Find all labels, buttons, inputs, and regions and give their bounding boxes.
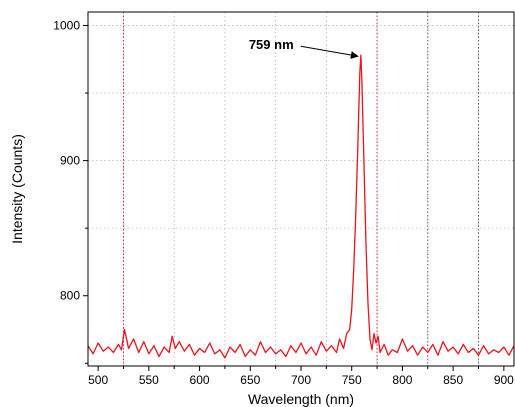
grid [88, 12, 514, 366]
x-tick-label: 750 [342, 373, 362, 387]
series-layer [87, 54, 515, 359]
x-tick-label: 500 [88, 373, 108, 387]
x-tick-label: 850 [443, 373, 463, 387]
y-tick-label: 900 [60, 154, 80, 168]
plot-frame [87, 11, 515, 367]
vertical-markers [123, 12, 479, 366]
y-axis-title: Intensity (Counts) [9, 134, 25, 244]
x-tick-label: 650 [240, 373, 260, 387]
x-tick-label: 700 [291, 373, 311, 387]
x-tick-label: 800 [392, 373, 412, 387]
x-tick-label: 550 [139, 373, 159, 387]
peak-annotation-label: 759 nm [249, 37, 294, 52]
series-line [87, 54, 515, 359]
ticks: 500 550 600 650 700 750 800 850 900 800 900 1000 [53, 19, 514, 387]
x-tick-label: 900 [494, 373, 514, 387]
x-tick-label: 600 [190, 373, 210, 387]
peak-annotation-arrow [300, 45, 359, 59]
x-axis-title: Wavelength (nm) [248, 391, 354, 407]
annotations: 759 nm [249, 37, 359, 59]
y-tick-label: 1000 [53, 19, 80, 33]
y-tick-label: 800 [60, 289, 80, 303]
